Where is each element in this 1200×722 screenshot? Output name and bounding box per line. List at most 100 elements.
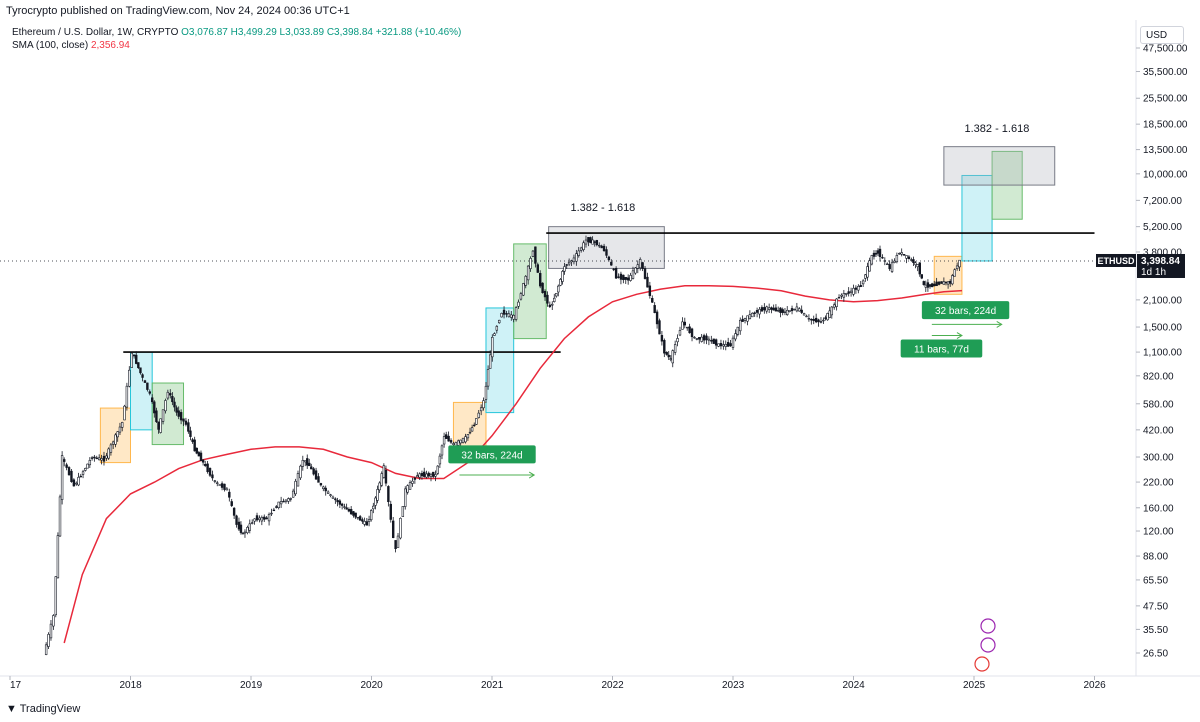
candle-body	[237, 521, 241, 530]
candle-body	[498, 319, 501, 324]
candle-body	[512, 315, 515, 320]
candle-body	[248, 523, 251, 531]
candle-body	[79, 475, 82, 478]
candle-body	[881, 256, 884, 259]
symbol-title: Ethereum / U.S. Dollar, 1W, CRYPTO	[12, 27, 179, 38]
candle-body	[874, 252, 878, 255]
candle-body	[502, 309, 506, 315]
candle-body	[669, 358, 672, 360]
candle-body	[493, 333, 496, 336]
candle-body	[60, 455, 64, 500]
bar-range-label-bg	[900, 339, 983, 358]
candle-body	[755, 310, 759, 313]
candle-body	[482, 400, 485, 409]
candle-body	[380, 473, 383, 486]
candle-body	[408, 482, 412, 490]
candle-body	[58, 496, 62, 537]
candle-body	[253, 518, 256, 522]
candle-body	[690, 328, 694, 338]
candle-body	[920, 274, 923, 279]
candle-body	[933, 283, 936, 287]
candle-body	[374, 497, 377, 506]
x-tick-label: 2024	[843, 680, 866, 691]
candle-body	[49, 623, 53, 639]
candle-body	[116, 431, 119, 438]
candle-body	[847, 291, 850, 294]
candle-body	[314, 470, 318, 480]
sma-line	[63, 285, 963, 644]
candle-body	[559, 279, 562, 286]
candle-body	[651, 297, 654, 303]
candle-body	[852, 287, 855, 295]
candle-body	[317, 476, 320, 483]
candle-body	[216, 482, 219, 484]
candle-body	[602, 245, 606, 252]
candle-body	[367, 519, 371, 522]
candle-body	[125, 385, 129, 408]
candle-body	[47, 634, 50, 647]
candle-body	[296, 473, 300, 487]
y-tick-label: 2,100.00	[1143, 295, 1182, 306]
candle-body	[842, 293, 846, 298]
candle-body	[895, 255, 899, 263]
candle-body	[888, 264, 891, 270]
candle-body	[763, 307, 766, 311]
candle-body	[65, 464, 68, 468]
candle-body	[741, 318, 744, 322]
bar-range-arrow-head	[956, 332, 963, 339]
candle-body	[457, 440, 460, 446]
candle-body	[211, 474, 214, 479]
candle-body	[459, 439, 462, 444]
candle-body	[639, 259, 642, 269]
candle-body	[223, 483, 226, 490]
candle-body	[686, 326, 689, 329]
candle-body	[681, 321, 684, 330]
candle-body	[464, 436, 467, 443]
y-tick-label: 420.00	[1143, 425, 1174, 436]
candle-body	[54, 576, 57, 616]
candle-body	[235, 515, 238, 525]
candle-body	[153, 401, 156, 414]
candle-body	[324, 487, 327, 492]
candle-body	[800, 309, 803, 313]
candle-body	[598, 244, 601, 247]
candle-body	[676, 338, 679, 343]
candle-body	[418, 473, 421, 478]
candle-body	[468, 431, 472, 434]
x-tick-label: 2019	[240, 680, 263, 691]
candle-body	[663, 340, 666, 354]
y-tick-label: 47.50	[1143, 601, 1168, 612]
candle-body	[425, 473, 428, 478]
candle-body	[541, 282, 544, 293]
candle-body	[365, 521, 369, 526]
last-price-value: 3,398.84	[1141, 256, 1180, 267]
cyan-box	[961, 174, 993, 262]
candle-body	[926, 282, 930, 288]
candle-body	[753, 312, 756, 314]
candle-body	[555, 293, 558, 297]
candle-body	[772, 307, 775, 311]
candle-body	[241, 532, 245, 535]
candle-body	[225, 488, 229, 491]
candle-body	[164, 400, 167, 412]
candle-body	[519, 293, 523, 300]
candle-body	[854, 287, 858, 290]
candle-body	[282, 500, 285, 503]
candle-body	[146, 382, 149, 390]
candle-body	[378, 482, 381, 491]
candle-body	[387, 486, 390, 503]
candle-body	[722, 344, 725, 347]
candle-body	[384, 469, 388, 484]
candle-body	[714, 339, 718, 346]
candle-body	[830, 306, 834, 316]
candle-body	[726, 342, 730, 347]
candle-body	[582, 242, 585, 250]
candle-body	[416, 475, 419, 478]
candle-body	[557, 285, 560, 293]
currency-button[interactable]: USD	[1140, 26, 1184, 44]
candle-body	[743, 318, 747, 321]
y-tick-label: 65.50	[1143, 575, 1168, 586]
candle-body	[878, 248, 882, 257]
candle-body	[819, 321, 823, 323]
